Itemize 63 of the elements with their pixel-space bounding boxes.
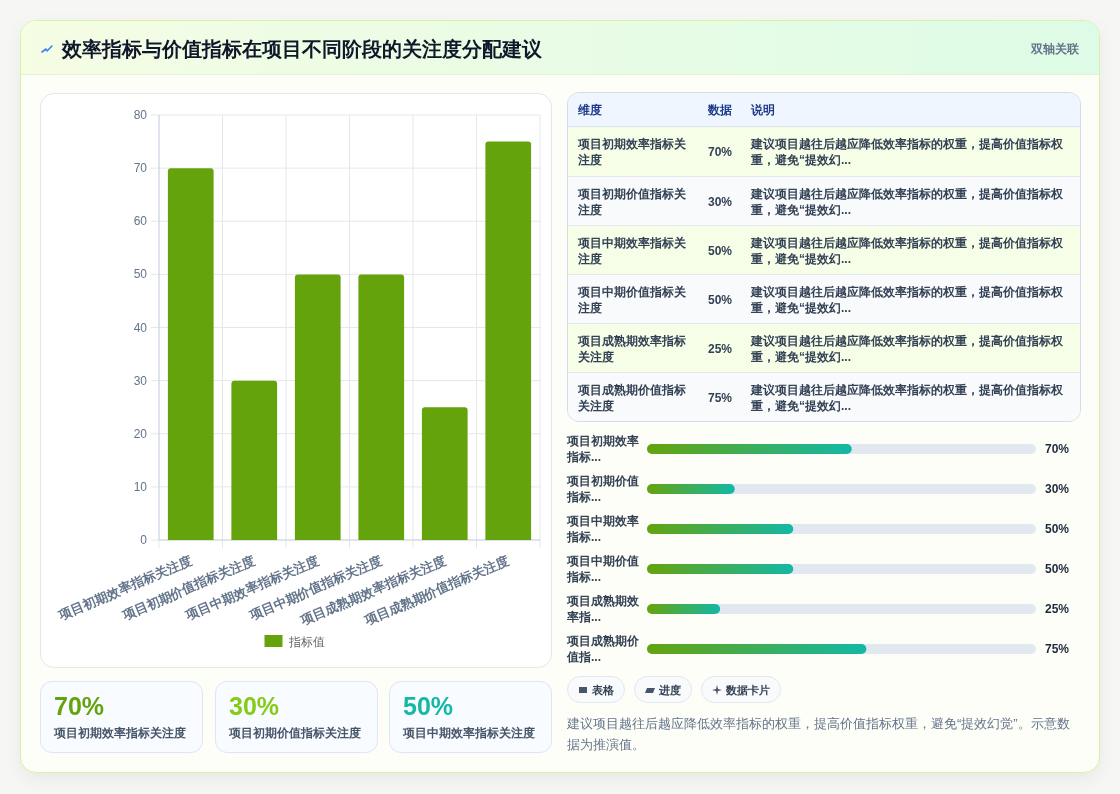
data-label: 30%	[1045, 481, 1070, 497]
y-tick-label: 项目成熟期价值指...	[567, 633, 640, 665]
text: 70%	[54, 691, 105, 721]
text: 30%	[708, 193, 733, 210]
text: 建议项目越往后越应降低效率指标的权重，提高价值指标权重，避免“提效幻...	[751, 185, 1064, 218]
text: 项目初期效率指标关注度	[578, 135, 687, 168]
text: 建议项目越往后越应降低效率指标的权重，提高价值指标权重，避免“提效幻...	[751, 135, 1064, 168]
y-tick-label: 80	[133, 108, 148, 122]
text: 75%	[708, 389, 733, 406]
bar	[167, 168, 214, 540]
text: 建议项目越往后越应降低效率指标的权重，提高价值指标权重，避免“提效幻...	[751, 381, 1064, 414]
text: 70%	[708, 143, 733, 160]
bar	[485, 141, 532, 540]
text: 项目中期效率指标关注度	[403, 725, 535, 741]
bar	[294, 274, 341, 540]
bar	[421, 407, 468, 540]
text: 项目中期效率指标关注度	[578, 234, 687, 267]
text: 进度	[659, 682, 681, 697]
text: 项目初期效率指标关注度	[54, 725, 186, 741]
bar	[647, 484, 735, 494]
text: 项目成熟期效率指标关注度	[578, 332, 687, 365]
y-tick-label: 50	[133, 267, 148, 282]
bar	[647, 604, 721, 614]
y-tick-label: 10	[133, 479, 148, 494]
data-label: 25%	[1045, 601, 1070, 617]
bar	[231, 380, 278, 540]
text: 项目中期价值指标关注度	[578, 283, 687, 316]
y-tick-label: 70	[133, 161, 148, 176]
y-tick-label: 0	[140, 533, 148, 547]
text: 项目成熟期价值指标关注度	[578, 381, 687, 414]
y-tick-label: 40	[133, 320, 148, 335]
text: 双轴关联	[1031, 41, 1079, 58]
text: 维度	[578, 102, 602, 118]
text: 建议项目越往后越应降低效率指标的权重，提高价值指标权重，避免“提效幻...	[751, 332, 1064, 365]
y-tick-label: 项目初期效率指标...	[567, 433, 640, 465]
text: 建议项目越往后越应降低效率指标的权重，提高价值指标权重，避免“提效幻...	[751, 283, 1064, 316]
y-tick-label: 20	[133, 426, 148, 441]
text: 表格	[592, 682, 614, 697]
text: 50%	[708, 291, 733, 308]
y-tick-label: 项目成熟期效率指...	[567, 593, 640, 625]
chart-title: 效率指标与价值指标在项目不同阶段的关注度分配建议	[62, 37, 542, 62]
text: 项目初期价值指标关注度	[578, 185, 687, 218]
y-tick-label: 60	[133, 214, 148, 229]
text: 25%	[708, 340, 733, 357]
text: 建议项目越往后越应降低效率指标的权重，提高价值指标权重，避免“提效幻觉”。示意数据为推演值。	[567, 715, 1071, 754]
text: 数据卡片	[726, 682, 770, 697]
y-tick-label: 项目初期价值指标...	[567, 473, 640, 505]
text: 50%	[403, 691, 454, 721]
text: 数据	[708, 102, 732, 118]
text: 建议项目越往后越应降低效率指标的权重，提高价值指标权重，避免“提效幻...	[751, 234, 1064, 267]
y-tick-label: 项目中期价值指标...	[567, 553, 640, 585]
text: 30%	[229, 691, 280, 721]
text: 项目初期价值指标关注度	[229, 725, 361, 741]
data-label: 70%	[1045, 441, 1070, 457]
data-label: 50%	[1045, 521, 1070, 537]
legend-label: 指标值	[287, 634, 325, 649]
y-tick-label: 项目中期效率指标...	[567, 513, 640, 545]
data-label: 50%	[1045, 561, 1070, 577]
bar	[358, 274, 405, 540]
y-tick-label: 30	[133, 373, 148, 388]
text: 50%	[708, 242, 733, 259]
data-label: 75%	[1045, 641, 1070, 657]
text: 说明	[751, 102, 775, 118]
